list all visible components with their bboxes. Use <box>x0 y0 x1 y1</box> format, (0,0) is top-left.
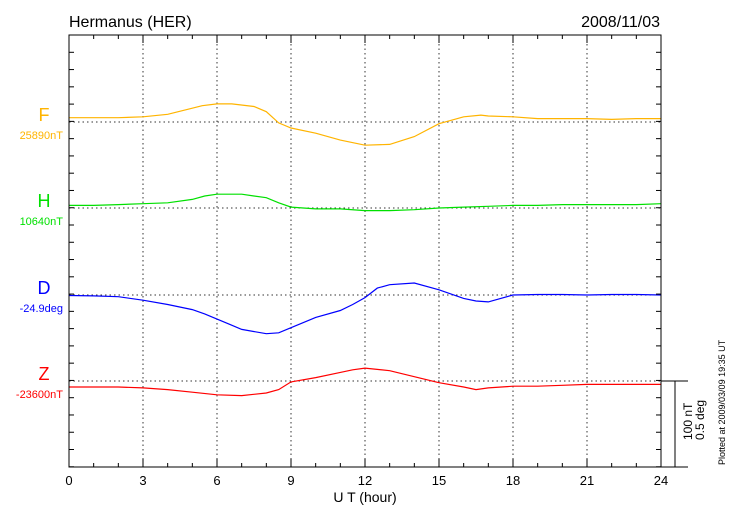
series-baseline-Z: -23600nT <box>16 389 63 401</box>
x-tick-label: 21 <box>580 473 594 488</box>
series-name-H: H <box>38 191 51 211</box>
plotted-at-footer: Plotted at 2009/03/09 19:35 UT <box>717 339 727 465</box>
series-baseline-F: 25890nT <box>20 130 64 142</box>
grid <box>69 35 661 467</box>
trace-Z <box>69 367 661 397</box>
trace-H <box>69 193 662 212</box>
scale-deg: 0.5 deg <box>693 400 707 440</box>
x-tick-label: 15 <box>432 473 446 488</box>
x-axis-label: U T (hour) <box>333 489 396 505</box>
series-baseline-D: -24.9deg <box>20 303 63 315</box>
series-name-D: D <box>38 278 51 298</box>
x-tick-label: 24 <box>654 473 668 488</box>
x-tick-label: 3 <box>139 473 146 488</box>
x-tick-label: 0 <box>65 473 72 488</box>
x-tick-label: 6 <box>213 473 220 488</box>
series-labels: F 25890nT H 10640nT D -24.9deg Z -23600nT <box>16 105 63 401</box>
chart-date: 2008/11/03 <box>581 14 660 31</box>
x-tick-label: 12 <box>358 473 372 488</box>
trace-D <box>68 282 662 335</box>
x-tick-label: 18 <box>506 473 520 488</box>
ticks: 0 3 6 9 12 15 18 21 24 <box>65 35 668 488</box>
series-name-F: F <box>39 105 50 125</box>
series-baseline-H: 10640nT <box>20 216 64 228</box>
scale-bar: 100 nT 0.5 deg <box>661 380 707 468</box>
x-tick-label: 9 <box>287 473 294 488</box>
series-name-Z: Z <box>39 364 50 384</box>
trace-F <box>69 103 661 146</box>
scale-nt: 100 nT <box>681 402 695 440</box>
traces <box>68 103 662 397</box>
chart-title: Hermanus (HER) <box>69 14 192 31</box>
